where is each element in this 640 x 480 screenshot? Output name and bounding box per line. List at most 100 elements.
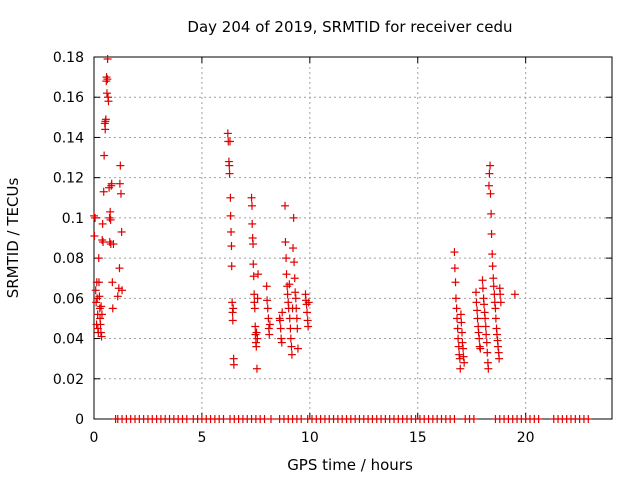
data-point bbox=[254, 270, 263, 279]
data-point bbox=[277, 334, 286, 343]
data-point bbox=[96, 320, 105, 329]
data-point bbox=[481, 314, 490, 323]
data-point bbox=[227, 227, 236, 236]
x-tick-label: 20 bbox=[517, 430, 535, 446]
data-point bbox=[228, 308, 237, 317]
data-point bbox=[282, 270, 291, 279]
data-point bbox=[454, 334, 463, 343]
data-point bbox=[456, 364, 465, 373]
data-point bbox=[478, 284, 487, 293]
data-point bbox=[90, 211, 98, 220]
data-point bbox=[99, 238, 108, 247]
data-point bbox=[485, 169, 494, 178]
data-point bbox=[290, 274, 299, 283]
data-point bbox=[488, 262, 497, 271]
data-point bbox=[104, 97, 113, 106]
data-point bbox=[286, 334, 295, 343]
data-point bbox=[109, 240, 118, 249]
data-point bbox=[450, 264, 459, 273]
data-point bbox=[247, 193, 256, 202]
data-point bbox=[248, 219, 257, 228]
data-point bbox=[486, 161, 495, 170]
data-point bbox=[496, 290, 505, 299]
x-axis-label: GPS time / hours bbox=[287, 456, 413, 474]
data-point bbox=[473, 314, 482, 323]
data-point bbox=[283, 282, 292, 291]
data-point bbox=[489, 282, 498, 291]
data-point bbox=[481, 322, 490, 331]
data-point bbox=[225, 137, 234, 146]
data-point bbox=[101, 115, 110, 124]
data-point bbox=[484, 181, 493, 190]
data-point bbox=[453, 314, 462, 323]
data-point bbox=[285, 314, 294, 323]
data-point bbox=[97, 310, 106, 319]
data-point bbox=[451, 278, 460, 287]
data-point bbox=[250, 304, 259, 313]
data-point bbox=[474, 328, 483, 337]
data-point bbox=[94, 278, 103, 287]
data-point bbox=[286, 324, 295, 333]
data-point bbox=[293, 324, 302, 333]
data-point bbox=[102, 89, 111, 98]
data-point bbox=[487, 209, 496, 218]
data-point bbox=[115, 264, 124, 273]
data-point bbox=[101, 125, 110, 134]
data-point bbox=[265, 320, 274, 329]
data-point bbox=[227, 262, 236, 271]
data-point bbox=[291, 288, 300, 297]
data-point bbox=[98, 219, 107, 228]
data-point bbox=[252, 342, 261, 351]
data-point bbox=[253, 334, 262, 343]
data-point bbox=[108, 278, 117, 287]
data-point bbox=[91, 286, 100, 295]
data-point bbox=[249, 272, 258, 281]
x-tick-labels: 0 5 10 15 20 bbox=[90, 430, 535, 446]
data-point bbox=[229, 304, 238, 313]
data-point bbox=[266, 415, 275, 423]
data-point bbox=[95, 304, 104, 313]
data-point bbox=[292, 304, 301, 313]
data-point bbox=[484, 364, 493, 373]
data-point bbox=[472, 298, 481, 307]
data-point bbox=[489, 274, 498, 283]
y-axis-label: SRMTID / TECUs bbox=[4, 178, 22, 299]
data-point bbox=[291, 294, 300, 303]
data-point bbox=[304, 322, 313, 331]
data-point bbox=[116, 189, 125, 198]
data-point bbox=[277, 338, 286, 347]
data-point bbox=[475, 334, 484, 343]
x-tick-label: 10 bbox=[301, 430, 319, 446]
data-point bbox=[276, 324, 285, 333]
data-point bbox=[456, 310, 465, 319]
data-point bbox=[491, 314, 500, 323]
data-point bbox=[102, 73, 111, 82]
data-point bbox=[118, 286, 127, 295]
data-point bbox=[282, 254, 291, 263]
data-point bbox=[491, 304, 500, 313]
data-point bbox=[472, 288, 481, 297]
data-point bbox=[97, 332, 106, 341]
data-point bbox=[225, 161, 234, 170]
y-tick-label: 0.1 bbox=[62, 211, 84, 227]
data-point bbox=[229, 360, 238, 369]
data-point bbox=[90, 231, 99, 240]
data-point bbox=[492, 330, 501, 339]
data-point bbox=[247, 201, 256, 210]
data-point bbox=[249, 240, 258, 249]
data-point bbox=[450, 248, 459, 257]
y-tick-label: 0.08 bbox=[53, 251, 84, 267]
data-point bbox=[108, 304, 117, 313]
data-point bbox=[469, 415, 478, 423]
data-point bbox=[480, 300, 489, 309]
data-point bbox=[475, 342, 484, 351]
data-point bbox=[487, 229, 496, 238]
y-tick-label: 0.04 bbox=[53, 332, 84, 348]
data-point bbox=[106, 215, 115, 224]
data-point bbox=[252, 364, 261, 373]
data-point bbox=[105, 238, 114, 247]
data-point bbox=[252, 328, 261, 337]
data-point bbox=[450, 415, 459, 423]
data-point bbox=[455, 354, 464, 363]
